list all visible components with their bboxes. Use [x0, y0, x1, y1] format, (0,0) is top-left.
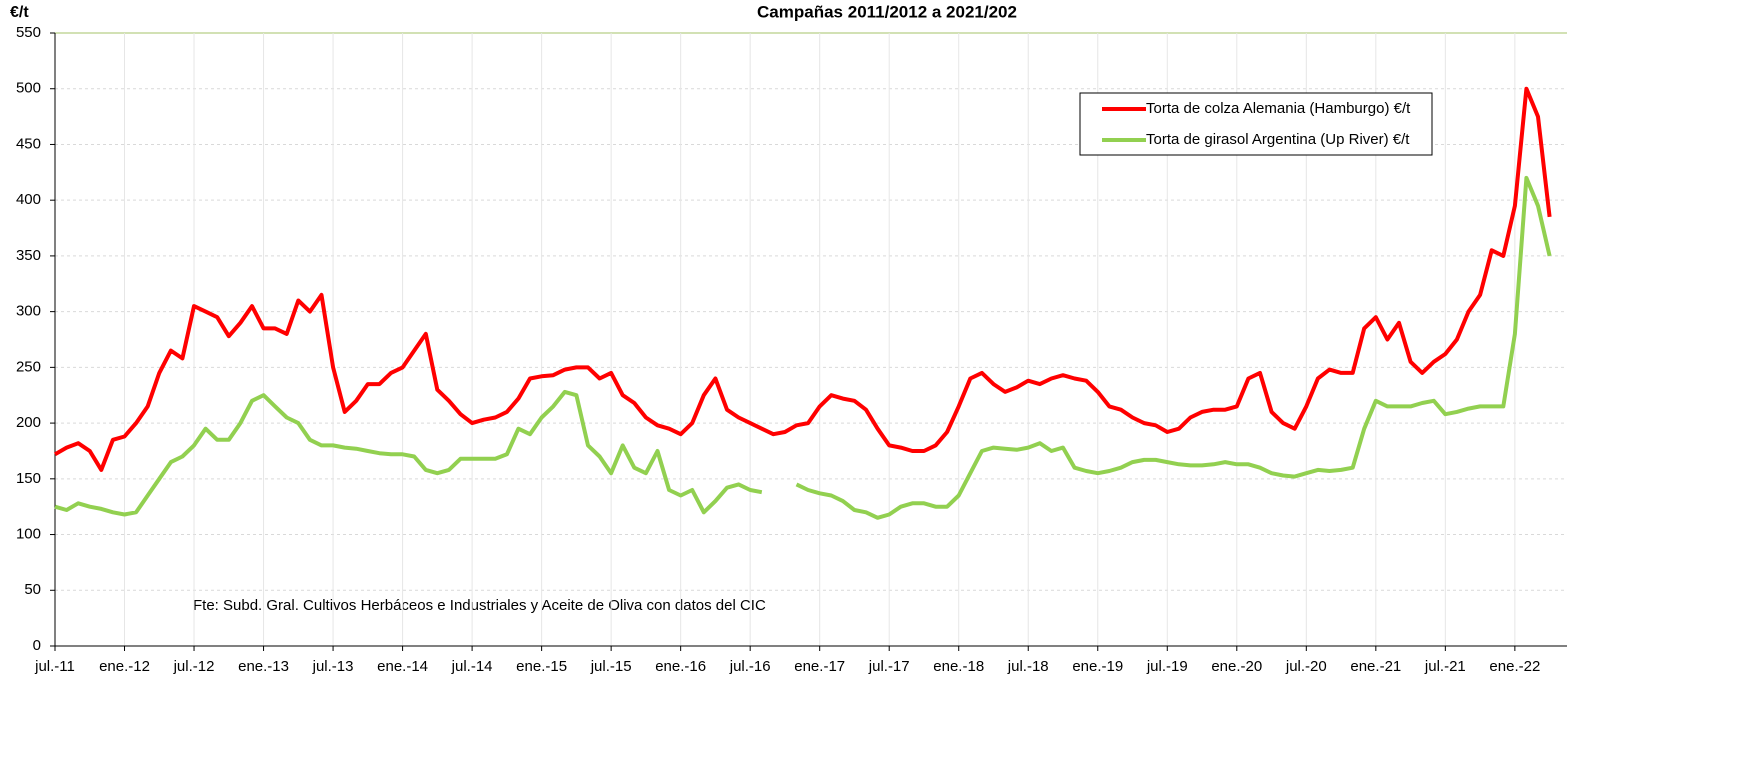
y-tick-label: 50 — [24, 581, 41, 598]
y-tick-label: 500 — [16, 80, 41, 97]
x-tick-label: ene.-16 — [655, 658, 706, 675]
annotation: Fte: Subd. Gral. Cultivos Herbáceos e In… — [193, 597, 766, 614]
x-tick-label: jul.-13 — [312, 658, 354, 675]
y-tick-label: 300 — [16, 303, 41, 320]
y-tick-label: 450 — [16, 135, 41, 152]
legend-label: Torta de girasol Argentina (Up River) €/… — [1146, 131, 1410, 148]
series-line — [53, 86, 1552, 472]
legend-box — [1079, 92, 1433, 156]
series-line — [54, 389, 763, 517]
x-tick-label: ene.-20 — [1211, 658, 1262, 675]
chart-title: Campañas 2011/2012 a 2021/202 — [757, 2, 1017, 21]
x-tick-label: jul.-12 — [173, 658, 215, 675]
x-tick-label: ene.-18 — [933, 658, 984, 675]
y-axis-label: €/t — [10, 4, 29, 21]
y-tick-label: 550 — [16, 24, 41, 41]
legend-label: Torta de colza Alemania (Hamburgo) €/t — [1146, 100, 1411, 117]
x-tick-label: jul.-20 — [1285, 658, 1327, 675]
y-tick-label: 0 — [33, 637, 41, 654]
x-tick-label: jul.-18 — [1007, 658, 1049, 675]
y-tick-label: 150 — [16, 470, 41, 487]
x-tick-label: ene.-13 — [238, 658, 289, 675]
y-tick-label: 400 — [16, 191, 41, 208]
x-tick-label: jul.-16 — [729, 658, 771, 675]
x-tick-label: jul.-19 — [1146, 658, 1188, 675]
x-tick-label: ene.-15 — [516, 658, 567, 675]
x-tick-label: jul.-14 — [451, 658, 493, 675]
series-line — [795, 175, 1552, 520]
y-tick-label: 200 — [16, 414, 41, 431]
y-tick-label: 350 — [16, 247, 41, 264]
x-tick-label: ene.-12 — [99, 658, 150, 675]
x-tick-label: ene.-17 — [794, 658, 845, 675]
x-tick-label: jul.-15 — [590, 658, 632, 675]
x-tick-label: ene.-14 — [377, 658, 428, 675]
x-tick-label: ene.-22 — [1489, 658, 1540, 675]
x-tick-label: jul.-17 — [868, 658, 910, 675]
y-tick-label: 250 — [16, 358, 41, 375]
x-tick-label: jul.-21 — [1424, 658, 1466, 675]
y-tick-label: 100 — [16, 526, 41, 543]
x-tick-label: ene.-19 — [1072, 658, 1123, 675]
x-tick-label: ene.-21 — [1350, 658, 1401, 675]
x-tick-label: jul.-11 — [34, 658, 75, 675]
